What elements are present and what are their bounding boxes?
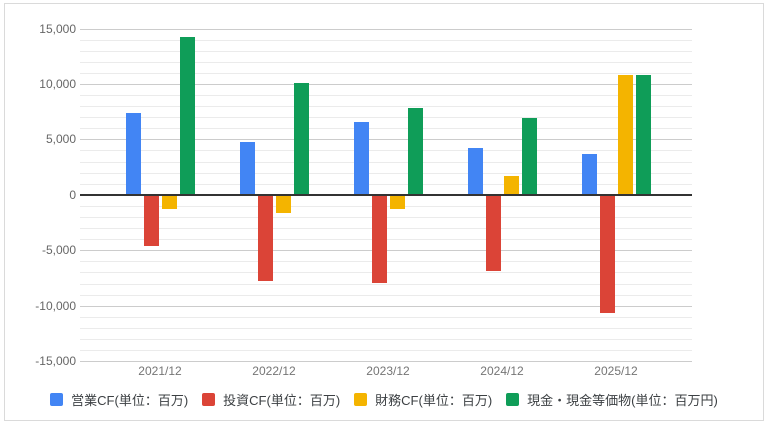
minor-gridline: [80, 316, 692, 318]
bar-series2-2024-12[interactable]: [503, 175, 519, 195]
minor-gridline: [80, 72, 692, 74]
legend-item-0: 営業CF(単位：百万): [50, 390, 188, 409]
minor-gridline: [80, 95, 692, 97]
minor-gridline: [80, 338, 692, 340]
legend-item-1: 投資CF(単位：百万): [202, 390, 340, 409]
major-gridline: [80, 83, 692, 85]
y-axis-tick-label: -15,000: [35, 354, 76, 369]
legend-label: 投資CF(単位：百万): [223, 393, 341, 408]
legend-label: 現金・現金等価物(単位：百万円): [527, 393, 718, 408]
zero-axis-line: [80, 193, 692, 196]
legend-label: 財務CF(単位：百万): [375, 393, 493, 408]
legend-swatch-icon: [202, 393, 216, 406]
legend-item-2: 財務CF(単位：百万): [354, 390, 492, 409]
y-axis-tick-label: -5,000: [41, 243, 76, 258]
bar-series2-2022-12[interactable]: [275, 194, 291, 213]
legend-swatch-icon: [506, 393, 520, 406]
minor-gridline: [80, 294, 692, 296]
bar-series0-2023-12[interactable]: [353, 121, 369, 195]
minor-gridline: [80, 350, 692, 352]
minor-gridline: [80, 61, 692, 63]
x-axis-label-2022-12: 2022/12: [252, 364, 296, 378]
bar-series0-2022-12[interactable]: [239, 141, 255, 195]
y-axis-tick-label: 10,000: [39, 76, 76, 91]
x-axis-label-2021-12: 2021/12: [138, 364, 182, 378]
x-axis-label-2023-12: 2023/12: [366, 364, 410, 378]
bar-series0-2025-12[interactable]: [581, 153, 597, 195]
legend: 営業CF(単位：百万) 投資CF(単位：百万) 財務CF(単位：百万) 現金・現金等価…: [0, 390, 768, 409]
x-axis-label-2025-12: 2025/12: [594, 364, 638, 378]
minor-gridline: [80, 283, 692, 285]
minor-gridline: [80, 327, 692, 329]
bar-series3-2021-12[interactable]: [179, 37, 195, 195]
bar-series3-2022-12[interactable]: [293, 82, 309, 195]
y-axis-tick-label: 0: [69, 187, 76, 202]
bar-series2-2023-12[interactable]: [389, 194, 405, 210]
bar-series2-2021-12[interactable]: [161, 194, 177, 210]
major-gridline: [80, 139, 692, 141]
bar-series2-2025-12[interactable]: [617, 75, 633, 195]
legend-swatch-icon: [50, 393, 64, 406]
minor-gridline: [80, 128, 692, 130]
bar-series0-2021-12[interactable]: [125, 112, 141, 195]
bar-series1-2021-12[interactable]: [143, 194, 159, 246]
minor-gridline: [80, 183, 692, 185]
x-axis-label-2024-12: 2024/12: [480, 364, 524, 378]
bar-series1-2025-12[interactable]: [599, 194, 615, 314]
legend-swatch-icon: [354, 393, 368, 406]
bar-series1-2024-12[interactable]: [485, 194, 501, 272]
bar-series3-2025-12[interactable]: [635, 75, 651, 195]
minor-gridline: [80, 106, 692, 108]
y-axis-tick-label: 15,000: [39, 21, 76, 36]
minor-gridline: [80, 161, 692, 163]
minor-gridline: [80, 117, 692, 119]
bar-series3-2024-12[interactable]: [521, 118, 537, 195]
y-axis-tick-label: 5,000: [45, 132, 76, 147]
bar-series3-2023-12[interactable]: [407, 108, 423, 195]
y-axis-tick-label: -10,000: [35, 298, 76, 313]
bar-series1-2022-12[interactable]: [257, 194, 273, 282]
bar-series1-2023-12[interactable]: [371, 194, 387, 284]
major-gridline: [80, 361, 692, 363]
minor-gridline: [80, 50, 692, 52]
major-gridline: [80, 28, 692, 30]
minor-gridline: [80, 150, 692, 152]
minor-gridline: [80, 39, 692, 41]
legend-item-3: 現金・現金等価物(単位：百万円): [506, 390, 718, 409]
minor-gridline: [80, 172, 692, 174]
bar-series0-2024-12[interactable]: [467, 148, 483, 195]
legend-label: 営業CF(単位：百万): [71, 393, 189, 408]
major-gridline: [80, 305, 692, 307]
